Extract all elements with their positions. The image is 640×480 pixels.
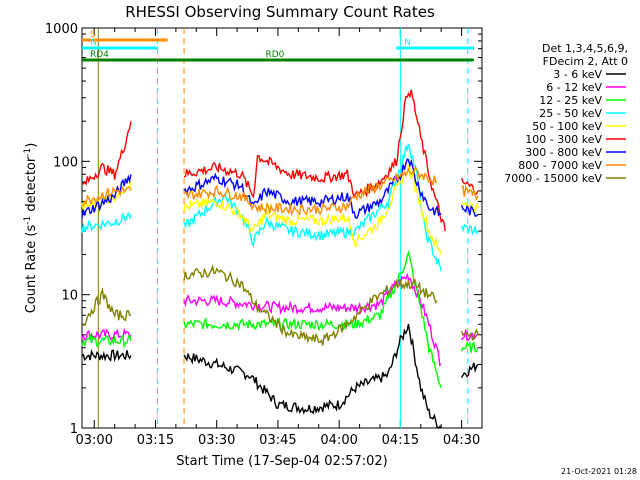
series — [81, 164, 479, 255]
x-axis-label: Start Time (17-Sep-04 02:57:02) — [176, 454, 387, 469]
axis-ticks: 03:00 03:15 03:30 03:45 04:00 04:15 04:30 1 10 10… — [45, 22, 483, 448]
series-line — [183, 249, 442, 389]
series-line — [81, 181, 132, 211]
series — [81, 165, 479, 217]
x-tick-label: 04:00 — [320, 433, 357, 448]
y-axis-label: Count Rate (s-1 detector-1) — [23, 143, 39, 314]
legend-header: Det 1,3,4,5,6,9, — [542, 42, 628, 55]
legend: Det 1,3,4,5,6,9,FDecim 2, Att 03 - 6 keV… — [504, 42, 628, 185]
legend-entry-label: 3 - 6 keV — [553, 68, 602, 81]
status-bar-label: N — [404, 38, 411, 48]
series-line — [183, 89, 446, 232]
x-tick-label: 03:15 — [137, 433, 174, 448]
series-line — [183, 164, 442, 255]
legend-entry-label: 800 - 7000 keV — [518, 159, 602, 172]
legend-header: FDecim 2, Att 0 — [543, 55, 628, 68]
status-bar-label: N — [90, 38, 97, 48]
x-tick-label: 03:00 — [76, 433, 113, 448]
series-line — [460, 362, 479, 378]
footer-timestamp: 21-Oct-2021 01:28 — [561, 467, 637, 476]
series-line — [461, 201, 479, 215]
series-line — [460, 341, 479, 353]
series-line — [461, 184, 479, 201]
series-line — [81, 348, 132, 363]
series — [81, 323, 479, 429]
series-line — [81, 185, 132, 207]
series-line — [81, 333, 132, 349]
series-line — [81, 287, 132, 326]
series-line — [461, 329, 479, 341]
y-tick-label: 1 — [70, 422, 78, 437]
series-layer — [81, 89, 479, 429]
series-line — [183, 143, 442, 272]
legend-entry-label: 25 - 50 keV — [539, 107, 602, 120]
legend-entry-label: 12 - 25 keV — [539, 94, 602, 107]
series-line — [460, 204, 479, 217]
x-tick-label: 04:15 — [382, 433, 419, 448]
legend-entry-label: 7000 - 15000 keV — [504, 172, 602, 185]
status-bar-label: RD0 — [266, 50, 285, 60]
chart-title: RHESSI Observing Summary Count Rates — [125, 3, 435, 21]
event-lines — [97, 28, 469, 428]
series — [81, 143, 479, 272]
series-line — [460, 328, 479, 341]
y-tick-label: 10 — [61, 289, 78, 304]
status-bar-label: RD4 — [90, 50, 109, 60]
legend-entry-label: 300 - 800 keV — [525, 146, 602, 159]
series-line — [81, 211, 132, 233]
series — [81, 249, 479, 389]
plot-area — [81, 27, 483, 429]
series-line — [81, 174, 132, 219]
series-line — [81, 121, 132, 186]
y-tick-label: 1000 — [45, 22, 78, 37]
x-tick-label: 04:30 — [443, 433, 480, 448]
series-line — [183, 323, 442, 429]
y-tick-label: 100 — [53, 155, 78, 170]
legend-entry-label: 50 - 100 keV — [532, 120, 602, 133]
series-line — [184, 165, 438, 217]
x-tick-label: 03:45 — [259, 433, 296, 448]
series-line — [183, 264, 438, 346]
series-line — [460, 223, 479, 236]
legend-entry-label: 100 - 300 keV — [525, 133, 602, 146]
x-tick-label: 03:30 — [198, 433, 235, 448]
status-bar-label: S — [90, 30, 96, 40]
legend-entry-label: 6 - 12 keV — [546, 81, 602, 94]
series — [81, 264, 479, 346]
